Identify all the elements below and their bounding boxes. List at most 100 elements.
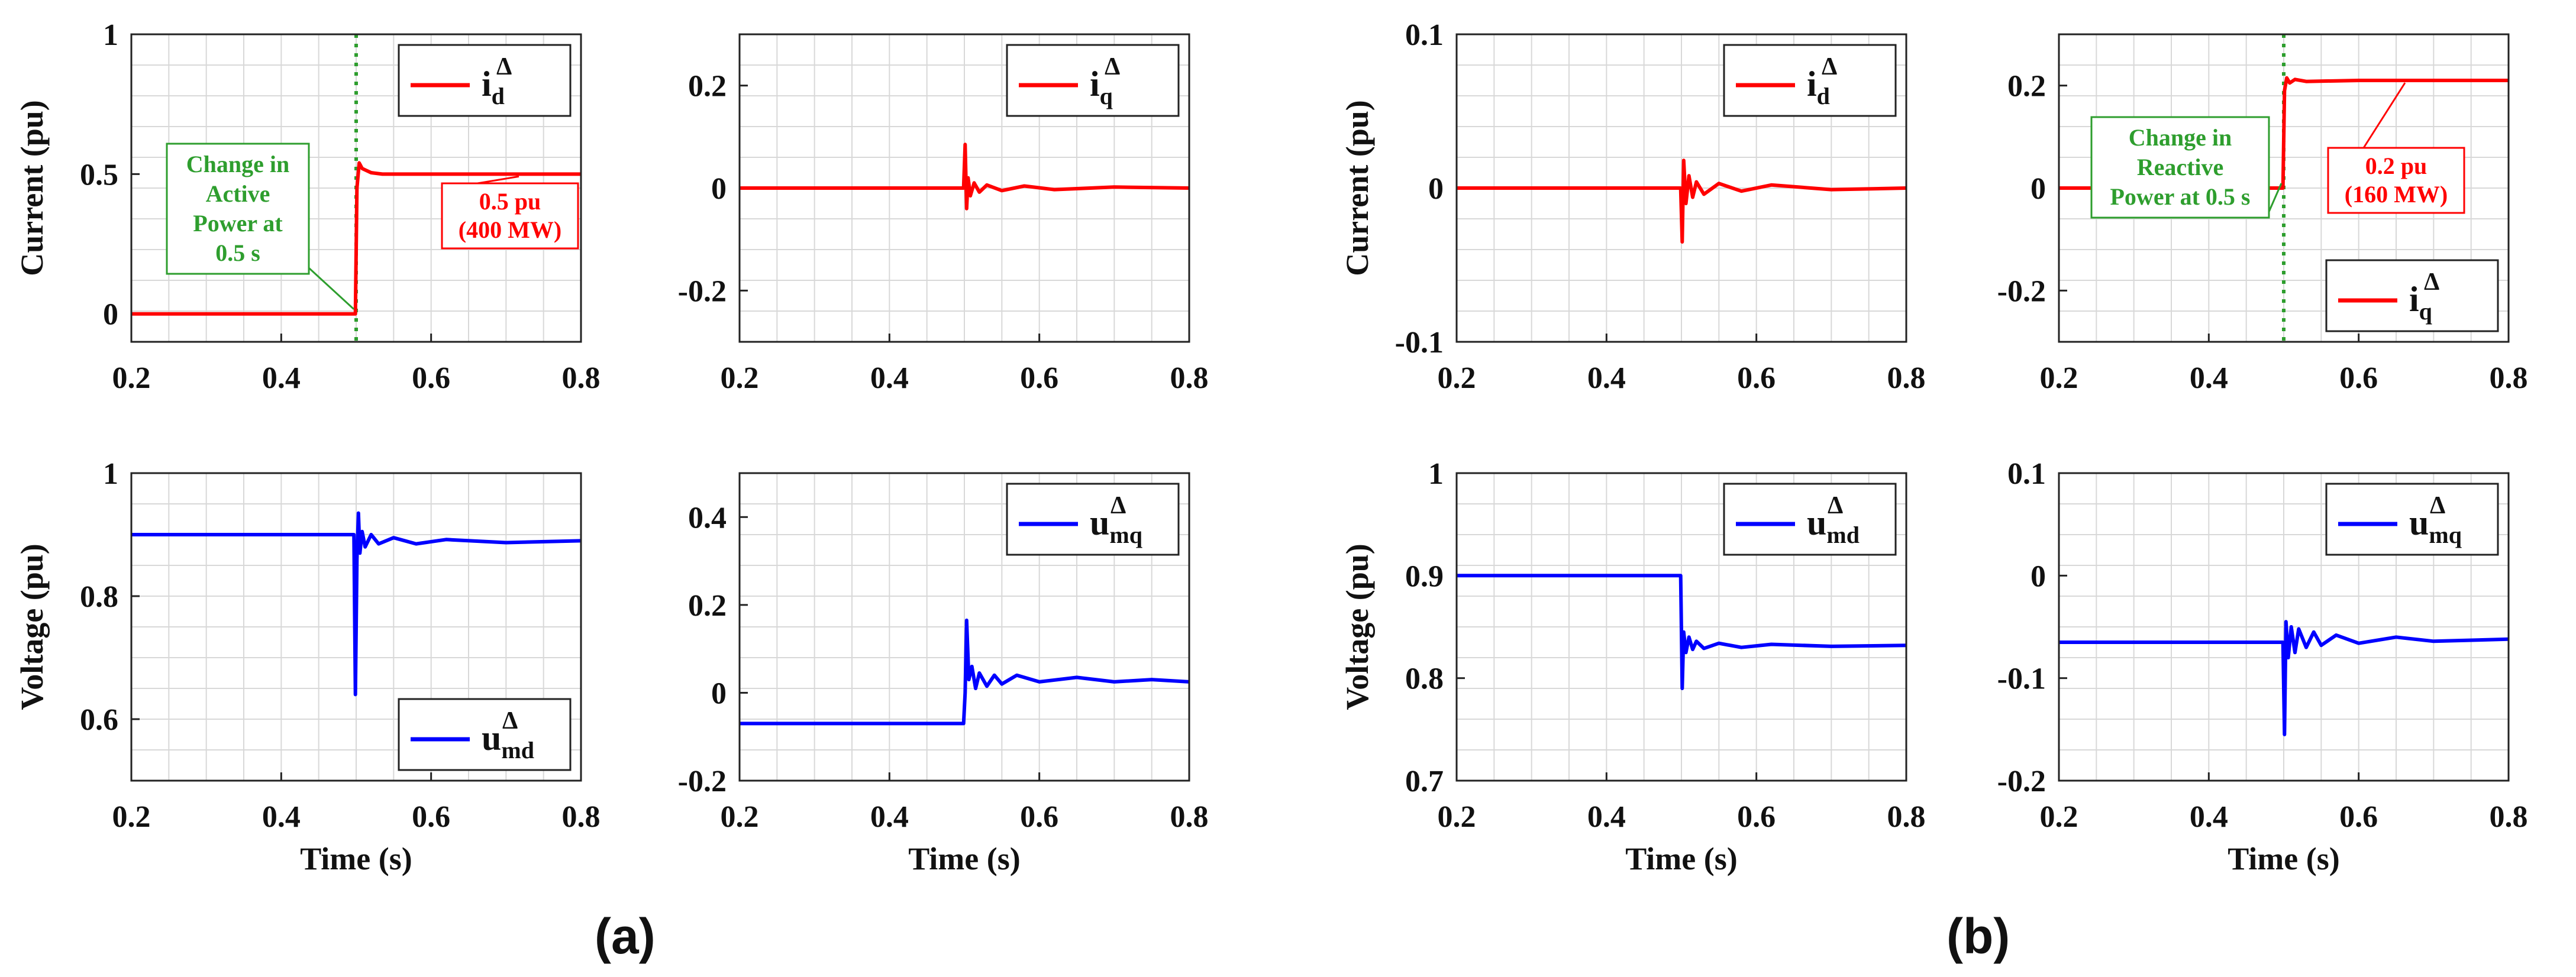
y-tick-label: 0 xyxy=(1428,172,1444,206)
event-annotation-line: Change in xyxy=(2129,124,2232,151)
legend-label: id xyxy=(482,64,505,109)
y-tick-label: 0.5 xyxy=(80,158,118,192)
x-tick-label: 0.2 xyxy=(112,800,151,834)
plot-frame xyxy=(2058,33,2510,343)
panel-label-b: (b) xyxy=(1946,908,2010,964)
plot-frame xyxy=(738,472,1190,782)
x-tick-label: 0.6 xyxy=(2339,361,2378,395)
y-tick-label: 0 xyxy=(2031,172,2046,206)
value-note-box xyxy=(441,182,579,250)
y-tick-label: -0.2 xyxy=(678,274,727,308)
chart-a-bottom-left: 0.2 0.4 0.6 0.8 0.6 0.8 1 Voltage (pu) Time (s) u… xyxy=(14,457,601,876)
legend-box xyxy=(1723,483,1897,556)
plot-frame xyxy=(130,472,582,782)
x-tick-label: 0.6 xyxy=(1020,361,1058,395)
y-tick-label: 1 xyxy=(1428,457,1444,491)
y-tick-label: 0.7 xyxy=(1405,765,1444,798)
value-note-arrow xyxy=(477,175,519,185)
legend-box xyxy=(1006,44,1180,117)
legend-label: umq xyxy=(1090,503,1142,548)
y-tick-label: 1 xyxy=(103,18,118,52)
legend-superscript: Δ xyxy=(1111,492,1126,519)
x-tick-label: 0.8 xyxy=(1170,361,1209,395)
x-tick-label: 0.2 xyxy=(2040,800,2078,834)
x-tick-label: 0.4 xyxy=(1587,361,1626,395)
legend-superscript: Δ xyxy=(502,707,518,735)
y-tick-label: 0.6 xyxy=(80,703,118,737)
chart-b-bottom-left: 0.2 0.4 0.6 0.8 0.7 0.8 0.9 1 Voltage (pu) Time (… xyxy=(1339,457,1926,876)
event-annotation-line: 0.5 s xyxy=(215,240,260,266)
y-tick-label: -0.1 xyxy=(1395,326,1444,360)
y-tick-label: 0.2 xyxy=(2007,70,2046,103)
y-tick-label: -0.1 xyxy=(1997,662,2046,696)
y-tick-label: 0 xyxy=(711,172,727,206)
x-tick-label: 0.2 xyxy=(112,361,151,395)
x-tick-label: 0.4 xyxy=(870,361,909,395)
y-tick-label: 0 xyxy=(711,677,727,710)
x-tick-label: 0.4 xyxy=(262,361,301,395)
x-tick-label: 0.8 xyxy=(1887,800,1926,834)
legend: idΔ xyxy=(1723,44,1897,117)
x-axis-label: Time (s) xyxy=(908,841,1020,876)
series-line-iq xyxy=(740,143,1189,211)
y-tick-label: 0.4 xyxy=(688,501,727,535)
event-annotation-arrow xyxy=(2268,183,2283,212)
x-tick-label: 0.6 xyxy=(1737,361,1776,395)
legend-label: iq xyxy=(2409,280,2432,325)
event-annotation-line: Power at 0.5 s xyxy=(2110,183,2251,210)
x-tick-label: 0.6 xyxy=(412,361,450,395)
x-tick-label: 0.2 xyxy=(1438,800,1476,834)
x-tick-label: 0.6 xyxy=(1737,800,1776,834)
x-axis-label: Time (s) xyxy=(1625,841,1737,876)
event-annotation-line: Active xyxy=(206,180,270,207)
chart-a-top-left: 0.2 0.4 0.6 0.8 0 0.5 1 Current (pu) idΔ Change i… xyxy=(14,18,601,395)
series-line-umd xyxy=(1457,574,1906,690)
x-tick-label: 0.8 xyxy=(2490,800,2528,834)
legend-superscript: Δ xyxy=(1828,492,1843,519)
y-tick-label: 0.2 xyxy=(688,70,727,103)
x-tick-label: 0.6 xyxy=(1020,800,1058,834)
legend-label: umd xyxy=(482,719,534,764)
legend-superscript: Δ xyxy=(2430,492,2445,519)
y-tick-label: 0.8 xyxy=(80,580,118,614)
value-note-box xyxy=(2327,147,2465,214)
series-line-id xyxy=(1457,158,1906,244)
legend-label: iq xyxy=(1090,64,1113,109)
event-annotation-line: Power at xyxy=(193,210,283,237)
chart-b-top-right: 0.2 0.4 0.6 0.8 -0.2 0 0.2 iqΔ Change in Reactive… xyxy=(1997,33,2528,395)
value-note: 0.2 pu(160 MW) xyxy=(2327,82,2465,214)
x-tick-label: 0.4 xyxy=(2190,800,2228,834)
event-annotation-line: Change in xyxy=(186,151,290,177)
legend-superscript: Δ xyxy=(496,53,512,80)
chart-a-top-right: 0.2 0.4 0.6 0.8 -0.2 0 0.2 iqΔ xyxy=(678,33,1209,395)
event-annotation-box xyxy=(2090,116,2270,219)
y-axis-label: Voltage (pu) xyxy=(14,544,50,710)
legend: iqΔ xyxy=(2325,259,2499,332)
x-tick-label: 0.2 xyxy=(2040,361,2078,395)
legend-superscript: Δ xyxy=(1105,53,1120,80)
legend-box xyxy=(2325,483,2499,556)
series-line-iq xyxy=(2059,76,2509,190)
x-axis-label: Time (s) xyxy=(2228,841,2339,876)
x-tick-label: 0.4 xyxy=(262,800,301,834)
y-axis-label: Current (pu) xyxy=(14,100,50,276)
plot-frame xyxy=(738,33,1190,343)
y-tick-label: 0 xyxy=(2031,559,2046,593)
series-line-umq xyxy=(2059,620,2509,736)
y-tick-label: 0 xyxy=(103,298,118,332)
event-annotation-line: Reactive xyxy=(2137,154,2224,180)
event-annotation: Change in Reactive Power at 0.5 s xyxy=(2090,116,2283,219)
panel-label-a: (a) xyxy=(595,908,656,964)
x-tick-label: 0.4 xyxy=(870,800,909,834)
x-tick-label: 0.2 xyxy=(721,361,759,395)
x-tick-label: 0.6 xyxy=(2339,800,2378,834)
value-note-line: 0.2 pu xyxy=(2365,153,2427,179)
legend-box xyxy=(398,44,572,117)
event-annotation-arrow xyxy=(308,267,355,310)
value-note-line: (160 MW) xyxy=(2345,181,2448,208)
